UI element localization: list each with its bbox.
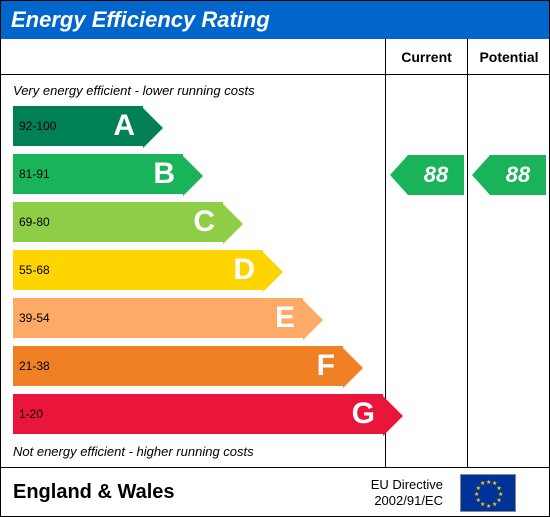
current-column: 88 (386, 75, 468, 467)
band-chevron-icon (223, 204, 243, 244)
bands-panel: Very energy efficient - lower running co… (1, 75, 386, 467)
band-letter: D (233, 253, 255, 287)
footer: England & Wales EU Directive 2002/91/EC … (1, 467, 549, 517)
eu-star-icon: ★ (480, 480, 485, 487)
band-chevron-icon (183, 156, 203, 196)
band-bar: 55-68 D (13, 250, 263, 290)
header-row: Current Potential (1, 39, 549, 75)
band-list: 92-100 A 81-91 B 69-80 C 55-68 D 39-54 E 21-38 F 1-2… (13, 104, 385, 436)
chart-title: Energy Efficiency Rating (11, 7, 270, 33)
eu-star-icon: ★ (476, 497, 481, 504)
band-letter: G (352, 397, 375, 431)
bottom-caption: Not energy efficient - higher running co… (13, 444, 254, 459)
eu-flag-icon: ★★★★★★★★★★★★ (460, 474, 516, 512)
eu-star-icon: ★ (486, 479, 491, 486)
band-row-a: 92-100 A (13, 104, 385, 148)
eu-star-icon: ★ (492, 501, 497, 508)
band-row-b: 81-91 B (13, 152, 385, 196)
rating-pointer-potential: 88 (490, 155, 546, 195)
header-current: Current (386, 39, 468, 74)
footer-flag: ★★★★★★★★★★★★ (451, 474, 525, 512)
pointer-arrow-icon (472, 155, 490, 195)
header-potential: Potential (468, 39, 550, 74)
band-bar: 21-38 F (13, 346, 343, 386)
band-range: 69-80 (19, 215, 50, 229)
band-bar: 39-54 E (13, 298, 303, 338)
band-row-e: 39-54 E (13, 296, 385, 340)
footer-directive: EU Directive 2002/91/EC (321, 477, 451, 508)
band-row-g: 1-20 G (13, 392, 385, 436)
band-range: 55-68 (19, 263, 50, 277)
band-range: 21-38 (19, 359, 50, 373)
band-range: 81-91 (19, 167, 50, 181)
footer-region: England & Wales (1, 481, 321, 504)
band-chevron-icon (343, 348, 363, 388)
band-bar: 69-80 C (13, 202, 223, 242)
band-letter: A (113, 109, 135, 143)
title-bar: Energy Efficiency Rating (1, 1, 549, 39)
eu-star-icon: ★ (486, 503, 491, 510)
rating-pointer-current: 88 (408, 155, 464, 195)
band-chevron-icon (143, 108, 163, 148)
band-chevron-icon (263, 252, 283, 292)
band-chevron-icon (303, 300, 323, 340)
band-letter: E (275, 301, 295, 335)
directive-line1: EU Directive (321, 477, 443, 493)
directive-line2: 2002/91/EC (321, 493, 443, 509)
band-bar: 1-20 G (13, 394, 383, 434)
band-letter: B (153, 157, 175, 191)
band-bar: 81-91 B (13, 154, 183, 194)
eu-star-icon: ★ (474, 491, 479, 498)
epc-rating-chart: Energy Efficiency Rating Current Potenti… (0, 0, 550, 517)
band-range: 92-100 (19, 119, 56, 133)
rating-value: 88 (506, 162, 530, 188)
rating-value: 88 (424, 162, 448, 188)
pointer-arrow-icon (390, 155, 408, 195)
potential-column: 88 (468, 75, 550, 467)
band-letter: F (317, 349, 335, 383)
band-row-c: 69-80 C (13, 200, 385, 244)
band-range: 1-20 (19, 407, 43, 421)
header-spacer (1, 39, 386, 74)
band-range: 39-54 (19, 311, 50, 325)
top-caption: Very energy efficient - lower running co… (13, 83, 385, 98)
band-bar: 92-100 A (13, 106, 143, 146)
band-letter: C (193, 205, 215, 239)
chart-area: Very energy efficient - lower running co… (1, 75, 549, 467)
band-row-f: 21-38 F (13, 344, 385, 388)
band-row-d: 55-68 D (13, 248, 385, 292)
